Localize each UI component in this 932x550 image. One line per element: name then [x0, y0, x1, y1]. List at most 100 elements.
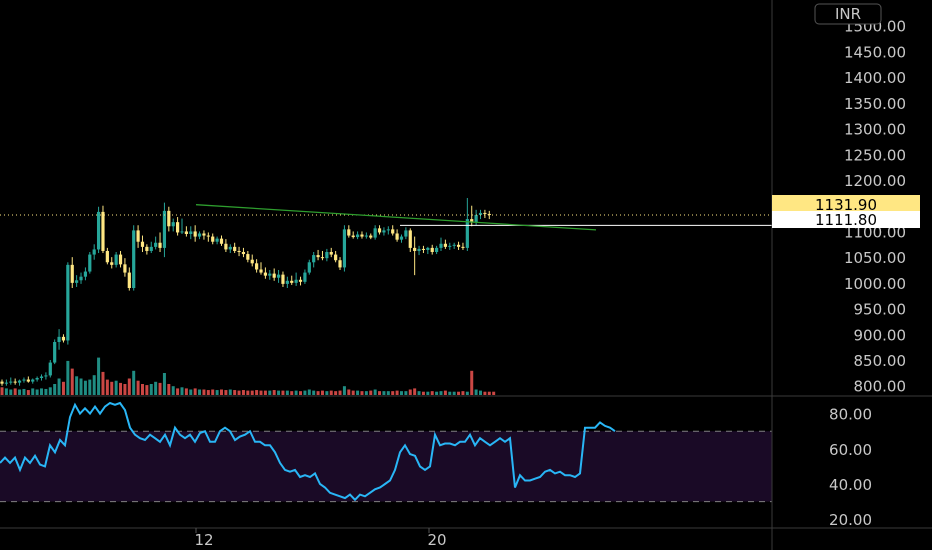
candle-body — [127, 272, 131, 288]
volume-bar — [351, 390, 355, 395]
candle-body — [136, 230, 140, 242]
last-price-label: 1131.90 — [815, 196, 877, 214]
candle-body — [285, 280, 289, 284]
volume-bar — [263, 390, 267, 395]
candle-body — [215, 238, 219, 242]
candle-body — [417, 248, 421, 251]
volume-bar — [57, 378, 61, 395]
candle-body — [149, 246, 153, 251]
time-tick-label: 20 — [427, 531, 446, 549]
candle-body — [96, 211, 101, 250]
currency-label: INR — [835, 5, 861, 23]
candle-body — [456, 244, 461, 247]
volume-bar — [439, 391, 443, 395]
volume-bar — [285, 390, 289, 395]
candle-body — [483, 212, 487, 214]
volume-bar — [75, 376, 79, 395]
volume-bar — [211, 389, 215, 395]
candle-body — [17, 380, 22, 383]
volume-bar — [259, 390, 263, 395]
candle-body — [395, 233, 399, 240]
volume-bar — [40, 388, 44, 395]
candle-body — [382, 230, 386, 233]
volume-bar — [123, 384, 127, 395]
candle-body — [202, 233, 206, 236]
volume-bar — [66, 360, 70, 395]
volume-bar — [149, 384, 153, 395]
price-tick-label: 950.00 — [854, 301, 907, 319]
candle-body — [435, 247, 439, 252]
volume-bar — [404, 391, 408, 395]
price-tick-label: 1450.00 — [844, 43, 906, 61]
candle-body — [373, 228, 377, 238]
volume-bar — [487, 391, 491, 395]
candle-body — [448, 245, 452, 247]
trendline — [195, 204, 597, 231]
indicator-band-fill — [0, 431, 772, 502]
volume-bar — [228, 389, 232, 395]
candle-body — [408, 230, 412, 248]
volume-bar — [132, 370, 136, 395]
candle-body — [171, 222, 175, 227]
volume-bar — [110, 381, 114, 395]
volume-bar — [224, 390, 228, 395]
price-tick-label: 1400.00 — [844, 69, 906, 87]
volume-bar — [395, 390, 399, 395]
candle-body — [355, 234, 360, 238]
candle-body — [255, 263, 259, 270]
candle-body — [465, 219, 469, 248]
candle-body — [140, 241, 145, 247]
candle-body — [145, 246, 149, 251]
volume-bar — [233, 390, 237, 395]
volume-bar — [97, 357, 101, 395]
candle-body — [132, 230, 136, 288]
candle-body — [61, 336, 66, 341]
price-tick-label: 1050.00 — [844, 249, 906, 267]
candle-body — [342, 229, 347, 268]
volume-bar — [461, 391, 465, 395]
candle-body — [272, 273, 276, 278]
volume-bar — [443, 390, 447, 395]
volume-bar — [299, 391, 303, 395]
volume-bar — [220, 389, 223, 395]
candle-body — [39, 376, 44, 378]
candle-body — [360, 234, 364, 237]
volume-bar — [9, 389, 13, 395]
candle-body — [158, 242, 162, 248]
volume-bar — [246, 390, 250, 395]
candle-body — [219, 238, 224, 244]
candle-body — [105, 250, 109, 263]
candle-body — [452, 244, 456, 246]
candle-body — [439, 243, 443, 248]
candle-body — [369, 235, 373, 238]
candle-body — [184, 231, 188, 234]
overlay-lines — [0, 204, 772, 231]
candle-body — [44, 375, 48, 377]
candle-body — [298, 279, 303, 282]
volume-bar — [92, 375, 96, 395]
volume-bar — [206, 390, 210, 395]
candle-body — [303, 272, 307, 282]
indicator-tick-label: 80.00 — [829, 406, 872, 424]
candle-body — [364, 235, 368, 237]
volume-bar — [171, 386, 175, 395]
candle-body — [26, 379, 30, 382]
volume-bar — [307, 389, 311, 395]
candle-body — [88, 254, 92, 272]
candlesticks — [0, 198, 491, 386]
candle-body — [114, 254, 118, 265]
price-tick-label: 900.00 — [854, 326, 907, 344]
candle-body — [162, 210, 167, 248]
volume-bar — [417, 391, 421, 395]
volume-bar — [145, 385, 149, 395]
volume-bar — [386, 391, 390, 395]
currency-badge[interactable]: INR — [814, 3, 882, 25]
candle-body — [320, 257, 325, 259]
candle-body — [259, 269, 263, 273]
price-tick-label: 1200.00 — [844, 172, 906, 190]
candle-body — [399, 236, 404, 240]
candle-body — [9, 381, 13, 383]
volume-bar — [479, 390, 483, 395]
candle-body — [478, 212, 483, 215]
